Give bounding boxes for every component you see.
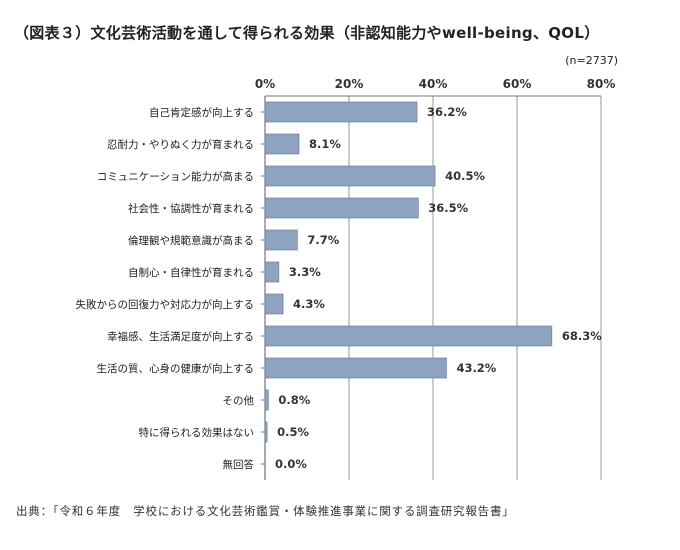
x-tick-label: 20%	[335, 77, 364, 91]
gridlines	[264, 95, 602, 480]
bar	[264, 133, 300, 155]
value-label: 7.7%	[307, 233, 339, 247]
value-label: 0.5%	[277, 425, 309, 439]
value-label: 40.5%	[445, 169, 485, 183]
value-label: 0.0%	[275, 457, 307, 471]
category-label: 自制心・自律性が育まれる	[128, 266, 254, 279]
category-label: 特に得られる効果はない	[139, 426, 255, 439]
bar	[264, 101, 418, 123]
bar	[264, 165, 436, 187]
bar	[264, 325, 553, 347]
category-label: 無回答	[223, 458, 255, 471]
value-label: 0.8%	[278, 393, 310, 407]
category-label: コミュニケーション能力が高まる	[97, 170, 254, 183]
category-label: 倫理観や規範意識が高まる	[128, 234, 254, 247]
bar	[264, 389, 269, 411]
bar	[264, 293, 284, 315]
category-label: 社会性・協調性が育まれる	[128, 202, 254, 215]
chart-title: （図表３）文化芸術活動を通して得られる効果（非認知能力やwell-being、Q…	[14, 24, 600, 42]
bar	[264, 197, 419, 219]
bar	[264, 261, 280, 283]
x-tick-label: 0%	[255, 77, 275, 91]
value-label: 4.3%	[293, 297, 325, 311]
value-label: 3.3%	[289, 265, 321, 279]
category-labels: 自己肯定感が向上する忍耐力・やりぬく力が育まれるコミュニケーション能力が高まる社…	[76, 106, 265, 471]
category-label: 幸福感、生活満足度が向上する	[107, 330, 254, 343]
value-label: 8.1%	[309, 137, 341, 151]
value-label: 68.3%	[562, 329, 602, 343]
value-label: 43.2%	[456, 361, 496, 375]
value-label: 36.2%	[427, 105, 467, 119]
sample-size-note: (n=2737)	[565, 54, 618, 67]
x-axis-ticks: 0% 20% 40% 60% 80%	[255, 77, 616, 91]
x-tick-label: 60%	[503, 77, 532, 91]
bar	[264, 421, 268, 443]
bar	[264, 357, 447, 379]
category-label: 生活の質、心身の健康が向上する	[97, 362, 255, 375]
bars	[264, 101, 553, 443]
category-label: 忍耐力・やりぬく力が育まれる	[107, 138, 254, 151]
bar	[264, 229, 298, 251]
value-labels: 36.2% 8.1% 40.5% 36.5% 7.7% 3.3% 4.3% 68.3% 43.2…	[275, 105, 602, 471]
bar-chart: 0% 20% 40% 60% 80% 自己肯定感が向上する忍耐力・やりぬく力が育まれるコ…	[76, 77, 616, 480]
category-label: 自己肯定感が向上する	[149, 106, 254, 119]
category-label: その他	[223, 394, 255, 407]
value-label: 36.5%	[428, 201, 468, 215]
source-note: 出典：「令和６年度 学校における文化芸術鑑賞・体験推進事業に関する調査研究報告書…	[16, 504, 515, 518]
x-tick-label: 80%	[587, 77, 616, 91]
x-tick-label: 40%	[419, 77, 448, 91]
category-label: 失敗からの回復力や対応力が向上する	[76, 298, 255, 311]
